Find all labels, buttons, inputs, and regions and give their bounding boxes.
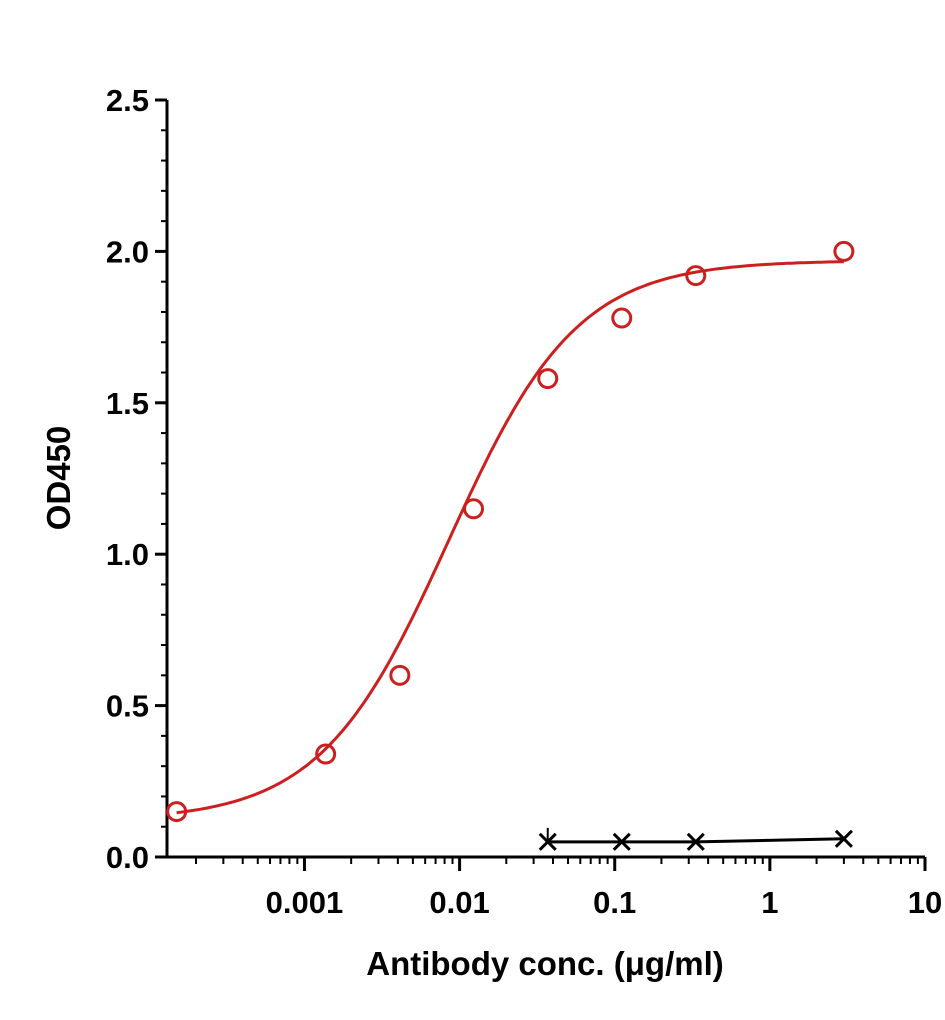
data-point-circle	[611, 307, 633, 329]
fit-curves	[176, 260, 844, 844]
y-tick-label: 2.0	[106, 234, 149, 269]
data-point-circle	[537, 368, 559, 390]
data-point-circle	[833, 240, 855, 262]
data-markers	[166, 240, 855, 851]
x-marker-stroke	[686, 832, 705, 851]
fit-line-control	[547, 837, 844, 844]
data-point-x	[612, 832, 631, 851]
y-tick-label: 1.0	[106, 537, 149, 572]
y-tick-label: 0.0	[106, 840, 149, 875]
x-axis-title: Antibody conc. (μg/ml)	[366, 945, 724, 982]
x-tick-label: 0.001	[266, 885, 344, 920]
x-marker-stroke	[612, 832, 631, 851]
x-tick-label: 1	[761, 885, 778, 920]
y-tick-label: 2.5	[106, 83, 149, 118]
y-tick-label: 1.5	[106, 386, 149, 421]
data-point-circle	[685, 265, 707, 287]
data-point-circle	[389, 664, 411, 686]
y-axis-title: OD450	[40, 426, 77, 531]
axes	[155, 98, 927, 871]
x-tick-label: 0.1	[593, 885, 636, 920]
tick-labels: 0.0 0.5 1.0 1.5 2.0 2.5 0.001 0.01 0.1 1 10	[106, 83, 942, 920]
x-marker-stroke	[834, 829, 853, 848]
data-point-x	[834, 829, 853, 848]
y-tick-label: 0.5	[106, 689, 149, 724]
data-point-circle	[166, 801, 188, 823]
data-point-circle	[463, 498, 485, 520]
fit-curve-positive	[176, 260, 844, 815]
data-point-circle	[315, 743, 337, 765]
data-point-x	[686, 832, 705, 851]
x-tick-label: 0.01	[429, 885, 489, 920]
x-tick-label: 10	[908, 885, 942, 920]
